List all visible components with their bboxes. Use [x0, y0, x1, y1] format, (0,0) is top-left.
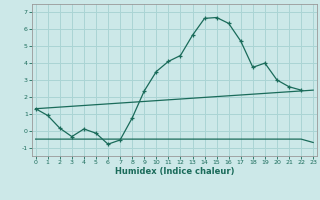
X-axis label: Humidex (Indice chaleur): Humidex (Indice chaleur)	[115, 167, 234, 176]
